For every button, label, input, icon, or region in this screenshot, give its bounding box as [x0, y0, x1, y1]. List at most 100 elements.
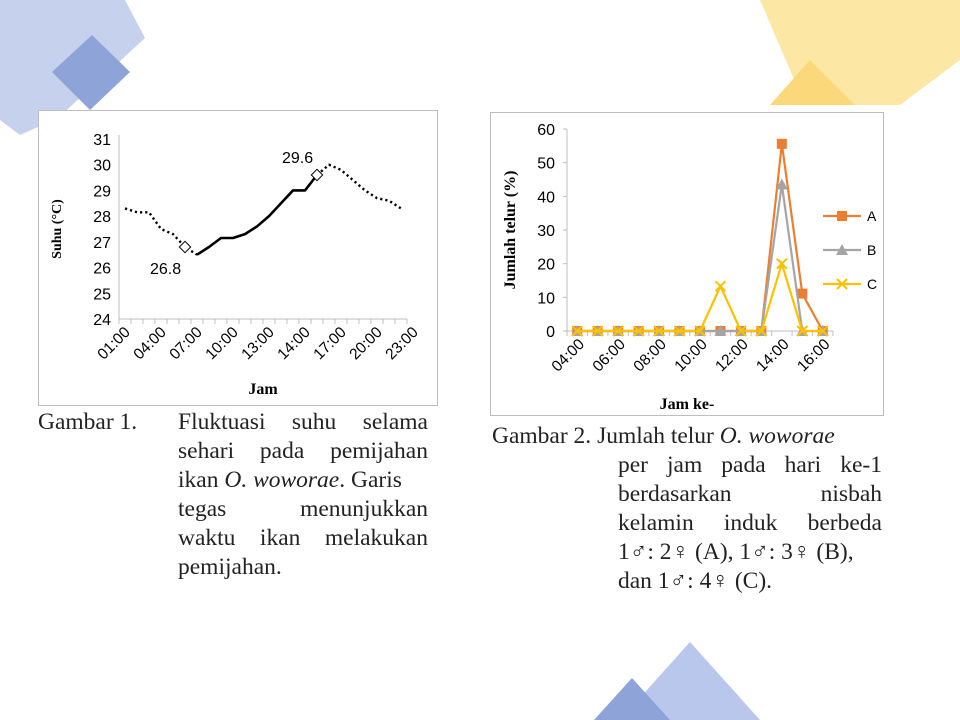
- caption-word: sehari: [178, 438, 235, 464]
- caption-word: 1♂: 2♀ (A), 1♂: 3♀ (B),: [618, 539, 854, 565]
- series-B-point: [714, 325, 727, 336]
- y-axis-title: Suhu (°C): [50, 199, 65, 259]
- caption-text: Jumlah telur: [597, 423, 720, 449]
- caption-line: dan 1♂: 4♀ (C).: [618, 567, 882, 596]
- series-C-point: [612, 325, 624, 337]
- series-B-line: [577, 184, 823, 333]
- series-C-point: [755, 325, 768, 337]
- decoration-bottom: [594, 642, 760, 720]
- caption-line: per jam pada hari ke-1: [618, 451, 882, 480]
- figure-1-caption: Gambar 1. Fluktuasi suhu selama sehari pada p…: [38, 408, 428, 582]
- caption-word: Fluktuasi: [178, 409, 266, 435]
- annotation-marker: [310, 168, 324, 182]
- x-axis-title: Jam: [248, 381, 278, 398]
- deco-diamond: [770, 60, 855, 105]
- y-tick-label: 60: [537, 122, 555, 139]
- caption-line: pemijahan.: [178, 553, 428, 582]
- series-A-point: [797, 288, 808, 299]
- caption-body: Fluktuasi suhu selama sehari pada pemijahan ik…: [178, 408, 428, 582]
- caption-word: induk: [723, 510, 778, 536]
- series-C-point: [571, 325, 583, 337]
- chart-panel-eggs: 0 10 20 30 40 50 60 04:00 06:00 08:00 10:00 12:00 14…: [490, 112, 884, 416]
- caption-word: ikan: [178, 467, 225, 493]
- legend-label-A: A: [867, 208, 877, 224]
- temperature-chart: 24 25 26 27 28 29 30 31 01:0004:0007:0010:0013:0…: [50, 132, 422, 398]
- series-B-point: [775, 178, 788, 190]
- solid-series-line: [196, 174, 319, 256]
- caption-line: waktu ikan melakukan: [178, 524, 428, 553]
- y-tick-label: 26: [93, 261, 111, 278]
- chart-panel-temperature: 24 25 26 27 28 29 30 31 01:00 04:00 07:00 10:00 13:0…: [38, 110, 438, 406]
- caption-label: Gambar 1.: [38, 409, 138, 435]
- caption-first-line: Gambar 2. Jumlah telur O. woworae: [492, 422, 882, 451]
- y-tick-label: 20: [537, 257, 555, 274]
- caption-word: berdasarkan: [618, 481, 732, 507]
- y-tick-label: 0: [546, 324, 555, 341]
- caption-species: O. woworae: [224, 467, 340, 493]
- y-tick-label: 28: [93, 209, 111, 226]
- series-C-point: [735, 325, 747, 337]
- decoration-top-left: [0, 0, 145, 135]
- y-tick-label: 24: [93, 312, 111, 329]
- series-C-point: [776, 257, 788, 270]
- caption-species: O. woworae: [719, 423, 835, 449]
- dotted-series-line: [316, 163, 402, 210]
- caption-word: menunjukkan: [300, 496, 428, 522]
- caption-word: nisbah: [820, 481, 882, 507]
- caption-word: ikan: [259, 525, 301, 551]
- series-C-point: [673, 325, 686, 337]
- y-tick-label: 25: [93, 286, 111, 303]
- caption-word: pada: [721, 452, 766, 478]
- caption-word: selama: [362, 409, 428, 435]
- caption-line: ikan O. woworae. Garis: [178, 466, 428, 495]
- caption-word: hari: [784, 452, 822, 478]
- data-label: 29.6: [282, 150, 313, 167]
- x-tick-label: 10:00: [202, 324, 242, 364]
- x-tick-label: 06:00: [590, 336, 630, 376]
- series-C-point: [714, 280, 727, 292]
- y-tick-label: 50: [537, 156, 555, 173]
- decoration-top-right: [760, 0, 960, 105]
- x-tick-label: 04:00: [549, 336, 589, 376]
- caption-word: . Garis: [339, 467, 402, 493]
- series-C-point: [653, 325, 665, 337]
- caption-word: jam: [667, 452, 703, 478]
- caption-word: per: [618, 452, 649, 478]
- series-C-line: [577, 259, 823, 333]
- egg-count-chart: 0 10 20 30 40 50 60 04:00 06:00 08:00 10:00 12:00 14…: [502, 122, 877, 413]
- series-C-point: [591, 325, 604, 337]
- caption-word: suhu: [291, 409, 337, 435]
- legend-label-C: C: [867, 276, 877, 292]
- caption-word: dan 1♂: 4♀ (C).: [618, 568, 773, 594]
- caption-word: ke-1: [840, 452, 882, 478]
- series-C-point: [817, 325, 829, 337]
- y-tick-label: 30: [537, 223, 555, 240]
- caption-word: kelamin: [618, 510, 694, 536]
- x-tick-label: 01:00: [94, 324, 134, 364]
- deco-diamond: [52, 35, 130, 110]
- x-tick-label: 17:00: [310, 324, 350, 364]
- x-tick-label: 13:00: [238, 324, 278, 364]
- data-label: 26.8: [150, 261, 181, 278]
- caption-line: kelamin induk berbeda: [618, 509, 882, 538]
- caption-line: 1♂: 2♀ (A), 1♂: 3♀ (B),: [618, 538, 882, 567]
- caption-word: pemijahan.: [178, 554, 282, 580]
- caption-body: per jam pada hari ke-1 berdasarkan nisbah kelam…: [618, 451, 882, 596]
- y-tick-label: 31: [93, 132, 111, 149]
- x-tick-label: 23:00: [382, 324, 422, 364]
- y-tick-label: 40: [537, 189, 555, 206]
- y-tick-label: 29: [93, 183, 111, 200]
- caption-word: pada: [259, 438, 305, 464]
- x-tick-label: 12:00: [712, 336, 752, 376]
- caption-line: sehari pada pemijahan: [178, 437, 428, 466]
- legend-marker-C: [836, 278, 848, 290]
- caption-word: waktu: [178, 525, 236, 551]
- series-A-point: [776, 138, 787, 149]
- x-tick-label: 20:00: [346, 324, 386, 364]
- x-axis-title: Jam ke-: [660, 396, 715, 413]
- caption-word: tegas: [178, 496, 227, 522]
- figure-2-caption: Gambar 2. Jumlah telur O. woworae per jam…: [492, 422, 882, 596]
- caption-word: pemijahan: [330, 438, 428, 464]
- y-tick-label: 10: [537, 290, 555, 307]
- x-tick-label: 14:00: [753, 336, 793, 376]
